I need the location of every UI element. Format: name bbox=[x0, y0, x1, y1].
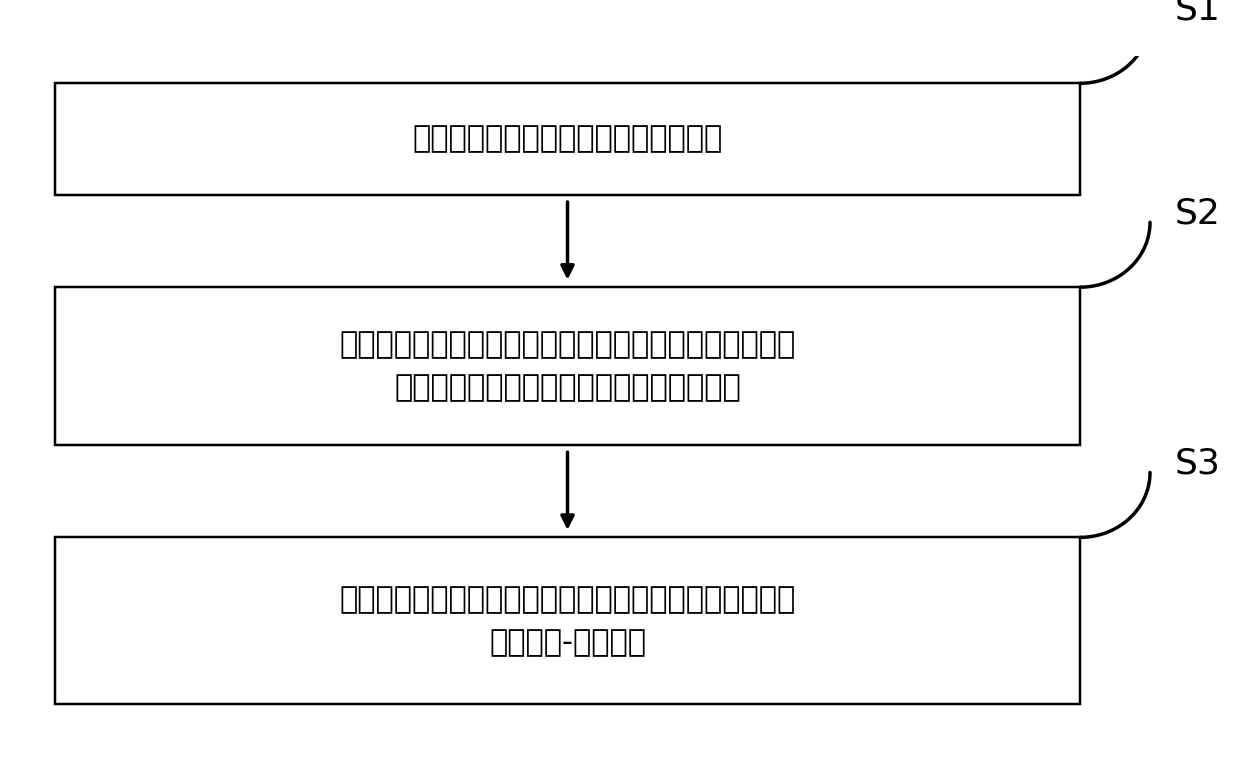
Text: S3: S3 bbox=[1176, 446, 1221, 480]
Bar bbox=[55, 287, 1080, 444]
Text: S1: S1 bbox=[1176, 0, 1221, 26]
Bar bbox=[55, 83, 1080, 195]
Text: 对空时压缩采样数据中的多普勒频率空间和空间频率分别
进行空间离散化处理，并获得空时导向词典: 对空时压缩采样数据中的多普勒频率空间和空间频率分别 进行空间离散化处理，并获得空… bbox=[340, 330, 796, 402]
Bar bbox=[55, 537, 1080, 704]
Text: S2: S2 bbox=[1176, 196, 1221, 230]
Text: 根据空时导向词典估计空时功率谱，并获得包含杂波与目
标的角度-多普勒像: 根据空时导向词典估计空时功率谱，并获得包含杂波与目 标的角度-多普勒像 bbox=[340, 585, 796, 656]
Text: 基于雷达体制，获得空时压缩采样数据: 基于雷达体制，获得空时压缩采样数据 bbox=[413, 124, 723, 154]
